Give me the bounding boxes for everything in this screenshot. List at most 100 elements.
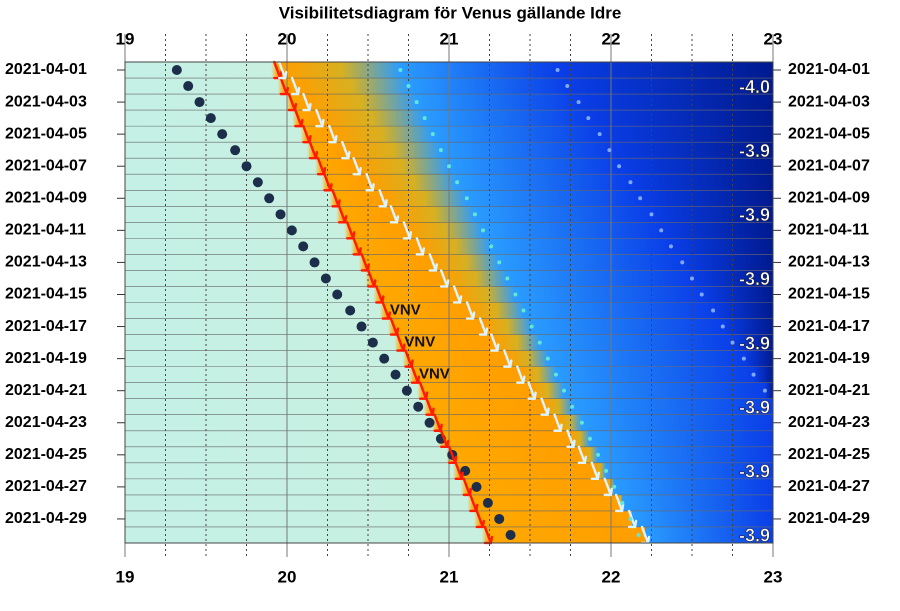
x-tick-label: 21: [440, 29, 459, 48]
magnitude-label: -3.9: [739, 205, 770, 225]
x-tick-label: 20: [278, 567, 297, 586]
sunset-dot: [252, 177, 263, 188]
y-tick-label: 2021-04-01: [5, 61, 87, 78]
nautical-dot: [455, 180, 460, 185]
y-tick-label: 2021-04-29: [5, 510, 87, 527]
x-tick-label: 19: [116, 29, 135, 48]
sunset-dot: [171, 65, 182, 76]
venus-set-arrow: [308, 140, 319, 160]
nautical-dot: [414, 100, 419, 105]
twilight-arrow-arrow: [402, 221, 413, 240]
nautical-dot: [579, 420, 584, 425]
venus-set-arrow: [279, 76, 289, 96]
nautical-dot: [636, 532, 641, 537]
astronomical-dot: [668, 244, 673, 249]
sunset-dot: [505, 529, 516, 540]
y-tick-label: 2021-04-03: [5, 93, 87, 110]
y-tick-label: 2021-04-15: [788, 286, 870, 303]
y-tick-label: 2021-04-03: [788, 93, 870, 110]
y-tick-label: 2021-04-09: [5, 190, 87, 207]
twilight-arrow-arrow: [302, 92, 312, 112]
twilight-arrow-arrow: [415, 237, 426, 256]
twilight-arrow-arrow: [365, 173, 375, 192]
venus-set-arrow: [381, 301, 392, 320]
astronomical-dot: [680, 260, 685, 265]
twilight-arrow-arrow: [590, 461, 600, 481]
sunset-dot: [275, 209, 286, 220]
y-tick-label: 2021-04-09: [788, 190, 870, 207]
nautical-dot: [398, 68, 403, 73]
astronomical-dot: [607, 148, 612, 153]
twilight-arrow-arrow: [352, 157, 362, 176]
nautical-dot: [570, 404, 575, 409]
sunset-dot: [494, 513, 505, 524]
y-tick-label: 2021-04-01: [788, 61, 870, 78]
y-tick-label: 2021-04-13: [788, 254, 870, 271]
sunset-dot: [183, 81, 194, 92]
nautical-dot: [537, 340, 542, 345]
twilight-arrow-arrow: [527, 381, 537, 400]
astronomical-dot: [649, 212, 654, 217]
twilight-arrow-arrow: [328, 124, 338, 144]
sunset-dot: [194, 97, 205, 108]
twilight-arrow-arrow: [341, 140, 351, 160]
y-tick-label: 2021-04-23: [788, 414, 870, 431]
y-tick-label: 2021-04-19: [5, 350, 87, 367]
nautical-dot: [620, 500, 625, 505]
venus-set-arrow: [337, 205, 348, 224]
astronomical-dot: [690, 276, 694, 281]
astronomical-dot: [699, 292, 704, 297]
twilight-arrow-arrow: [389, 205, 400, 224]
venus-set-arrow: [352, 237, 362, 256]
sunset-dot: [264, 193, 275, 204]
plot-frame: [124, 61, 774, 544]
astronomical-dot: [730, 340, 735, 345]
twilight-arrow-arrow: [465, 301, 476, 320]
nautical-dot: [521, 308, 526, 313]
y-tick-label: 2021-04-07: [5, 157, 87, 174]
astronomical-dot: [597, 132, 602, 137]
astronomical-dot: [711, 308, 716, 313]
nautical-dot: [481, 228, 486, 233]
nautical-dot: [587, 436, 592, 441]
astronomical-dot: [638, 196, 643, 201]
magnitude-label: -3.9: [739, 526, 770, 546]
twilight-arrow-arrow: [428, 253, 438, 272]
direction-label: VNV: [390, 301, 421, 318]
x-tick-label: 22: [602, 567, 621, 586]
nautical-dot: [529, 324, 534, 329]
nautical-dot: [472, 212, 477, 217]
x-tick-label: 19: [116, 567, 135, 586]
nautical-dot: [497, 260, 502, 265]
y-tick-label: 2021-04-25: [5, 446, 87, 463]
astronomical-dot: [720, 324, 725, 329]
nautical-dot: [464, 196, 469, 201]
astronomical-dot: [586, 116, 591, 121]
x-tick-label: 23: [764, 29, 783, 48]
y-tick-label: 2021-04-05: [5, 125, 87, 142]
sunset-dot: [309, 257, 320, 268]
nautical-dot: [438, 148, 443, 153]
y-tick-label: 2021-04-29: [788, 510, 870, 527]
y-tick-label: 2021-04-19: [788, 350, 870, 367]
venus-set-arrow: [294, 108, 304, 128]
astronomical-dot: [617, 164, 622, 169]
x-tick-label: 20: [278, 29, 297, 48]
nautical-dot: [545, 356, 550, 361]
sunset-dot: [286, 225, 297, 236]
twilight-arrow-arrow: [553, 413, 563, 432]
twilight-arrow-arrow: [566, 429, 576, 448]
sunset-dot: [241, 161, 252, 172]
direction-label: VNV: [404, 334, 435, 351]
astronomical-dot: [555, 68, 560, 73]
twilight-arrow-arrow: [490, 333, 500, 352]
sunset-dot: [345, 305, 356, 316]
sunset-dot: [217, 129, 228, 140]
venus-set-arrow: [425, 397, 435, 416]
twilight-arrow-arrow: [290, 76, 301, 96]
twilight-arrow-arrow: [603, 477, 613, 497]
magnitude-label: -3.9: [739, 269, 770, 289]
twilight-arrow-arrow: [516, 365, 526, 384]
venus-set-arrow: [410, 365, 421, 384]
venus-set-arrow: [323, 173, 333, 192]
